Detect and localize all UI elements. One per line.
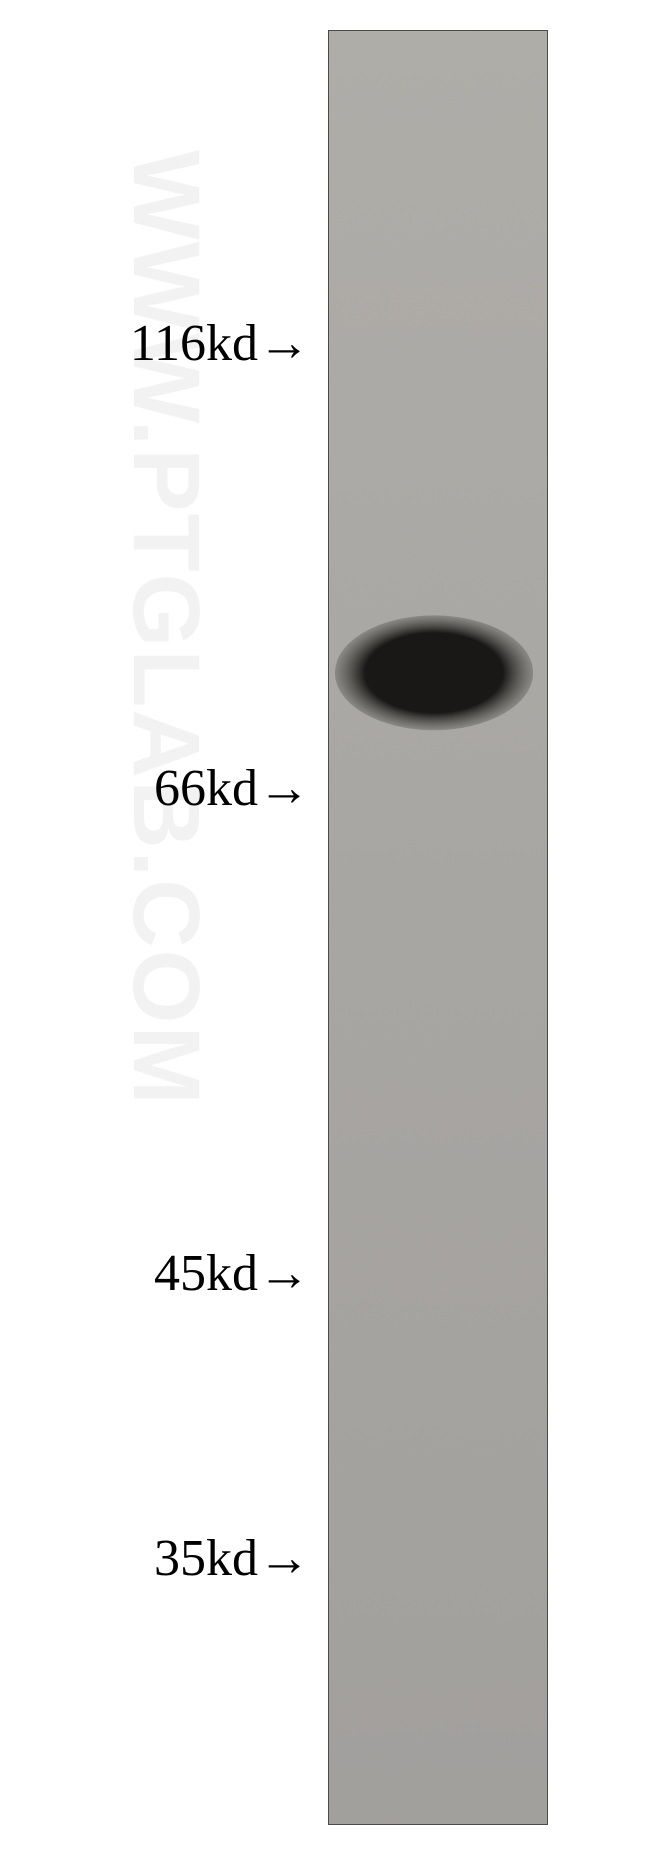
marker-label-45kd: 45kd→ bbox=[154, 1244, 310, 1303]
blot-lane bbox=[328, 30, 548, 1825]
arrow-right-icon: → bbox=[258, 1529, 310, 1588]
marker-weight-text: 116kd bbox=[130, 315, 258, 372]
lane-background bbox=[329, 31, 547, 1824]
arrow-right-icon: → bbox=[258, 314, 310, 373]
arrow-right-icon: → bbox=[258, 1244, 310, 1303]
marker-label-116kd: 116kd→ bbox=[130, 314, 310, 373]
marker-weight-text: 35kd bbox=[154, 1530, 258, 1587]
protein-band bbox=[335, 615, 533, 730]
western-blot-figure: WWW.PTGLAB.COM bbox=[0, 0, 650, 1855]
arrow-right-icon: → bbox=[258, 759, 310, 818]
marker-label-35kd: 35kd→ bbox=[154, 1529, 310, 1588]
marker-weight-text: 45kd bbox=[154, 1245, 258, 1302]
marker-weight-text: 66kd bbox=[154, 760, 258, 817]
watermark-text: WWW.PTGLAB.COM bbox=[111, 150, 220, 1107]
marker-label-66kd: 66kd→ bbox=[154, 759, 310, 818]
